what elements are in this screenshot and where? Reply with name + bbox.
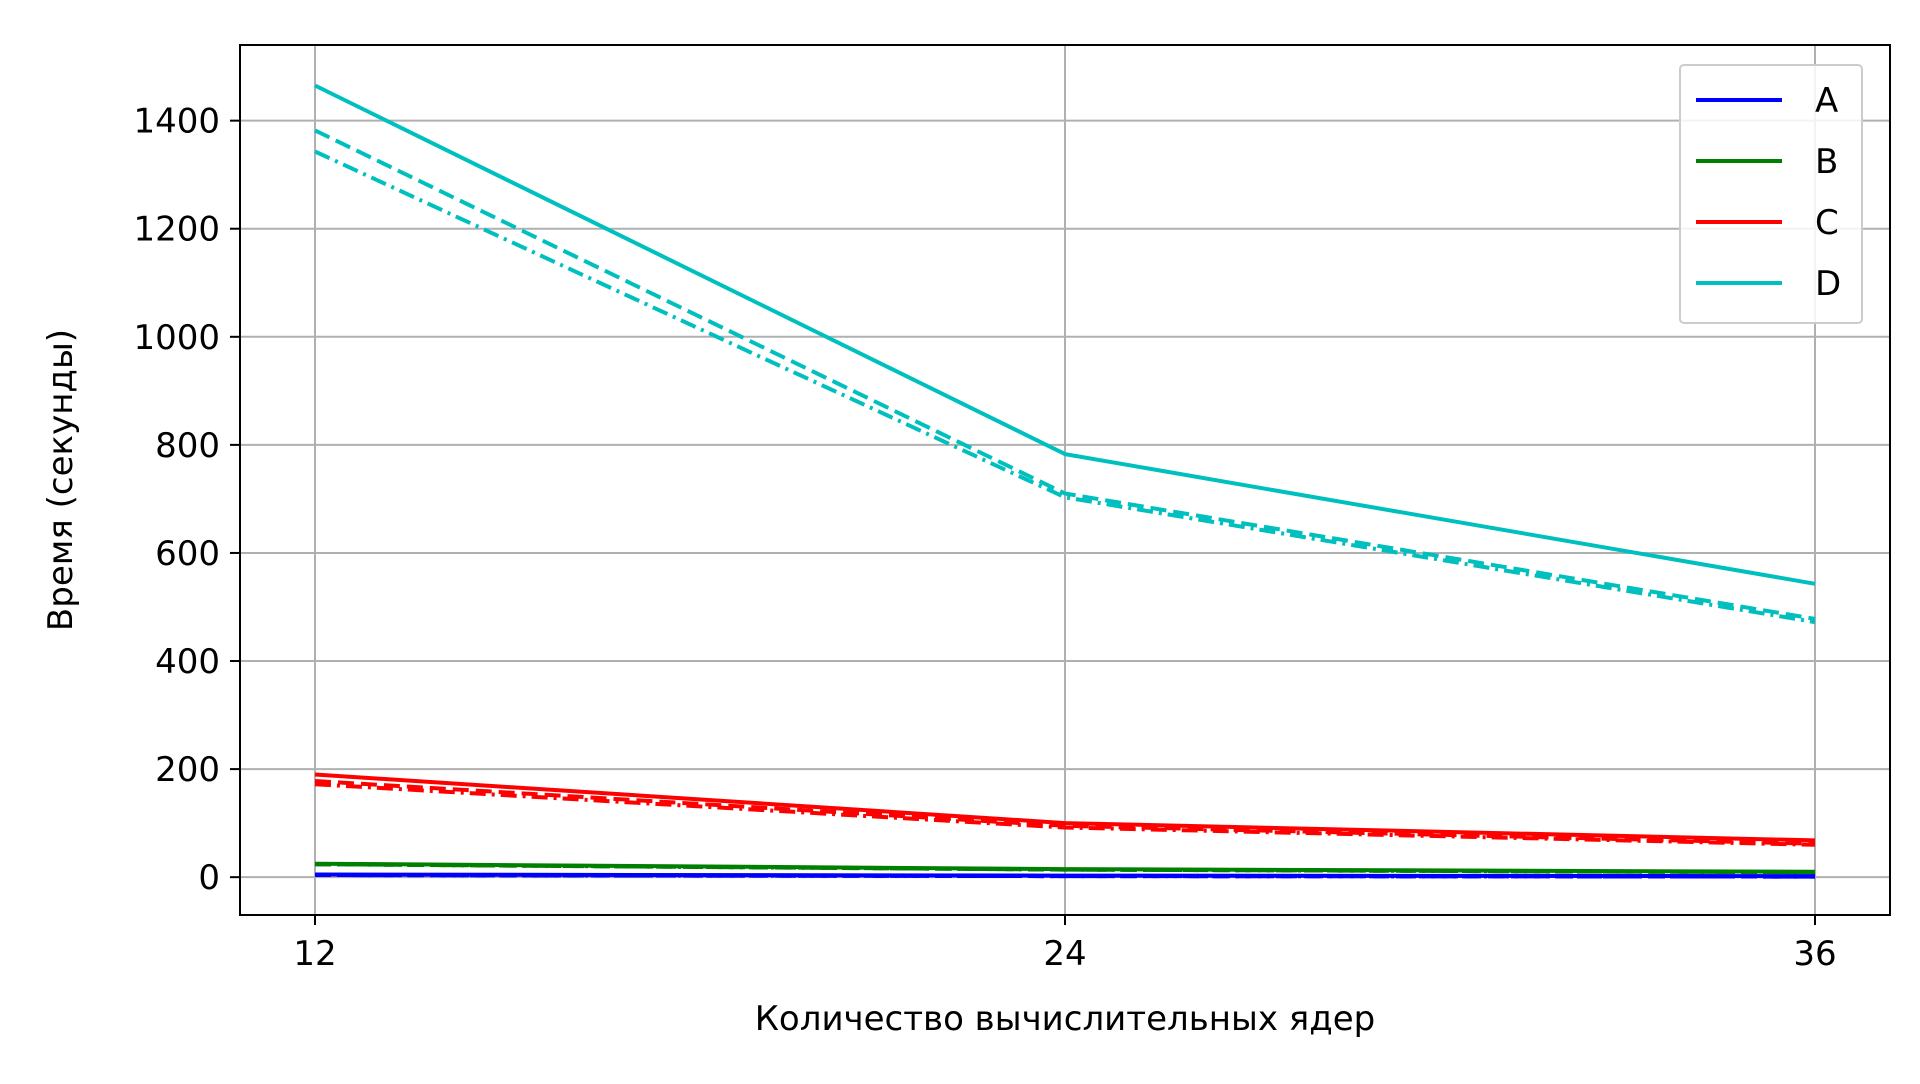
x-tick-label: 24 (1043, 934, 1086, 974)
x-tick-label: 12 (293, 934, 336, 974)
x-axis-label: Количество вычислительных ядер (755, 999, 1375, 1039)
y-tick-label: 200 (155, 750, 220, 790)
axis-ticks: 12 24 36 0 200 400 600 800 1000 1200 1400 (133, 102, 1836, 974)
y-tick-label: 800 (155, 426, 220, 466)
series-line-b-solid (314, 861, 1816, 874)
legend-label-a: A (1815, 81, 1838, 121)
x-tick-label: 36 (1793, 934, 1836, 974)
legend-box (1679, 64, 1863, 324)
series-line-a-solid (314, 872, 1816, 879)
y-axis-label: Время (секунды) (41, 329, 81, 631)
legend-label-c: C (1815, 203, 1839, 243)
legend-label-d: D (1815, 264, 1841, 304)
y-tick-label: 0 (198, 858, 220, 898)
series-line-c-solid (314, 772, 1816, 843)
series-line-d-dashed (314, 128, 1816, 621)
legend-label-b: B (1815, 142, 1838, 182)
y-tick-label: 1200 (133, 210, 220, 250)
y-tick-label: 1400 (133, 102, 220, 142)
series-line-c-dashdot (314, 782, 1816, 847)
y-tick-label: 400 (155, 642, 220, 682)
y-tick-label: 1000 (133, 318, 220, 358)
y-tick-label: 600 (155, 534, 220, 574)
plot-series (314, 83, 1816, 879)
series-line-d-solid (314, 83, 1816, 586)
